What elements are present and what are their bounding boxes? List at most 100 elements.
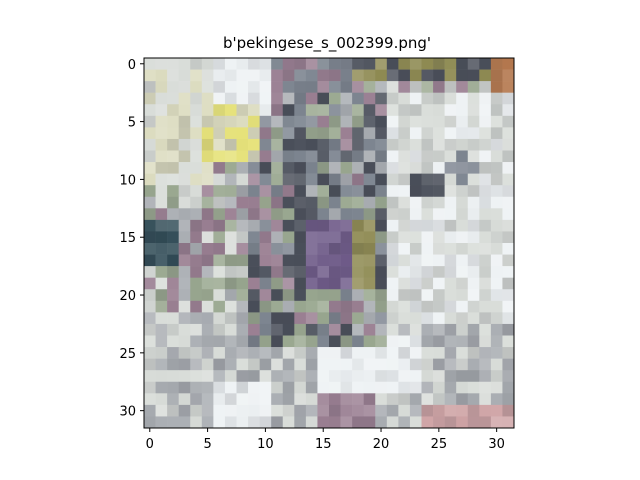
pixel-cell — [224, 208, 237, 221]
pixel-cell — [444, 393, 457, 406]
pixel-cell — [375, 92, 388, 105]
pixel-cell — [236, 323, 249, 336]
pixel-cell — [248, 115, 260, 128]
pixel-cell — [259, 312, 272, 325]
pixel-cell — [271, 254, 284, 267]
pixel-cell — [294, 150, 307, 163]
pixel-cell — [178, 416, 191, 429]
pixel-cell — [178, 277, 191, 290]
pixel-cell — [386, 219, 399, 232]
pixel-cell — [144, 277, 156, 290]
pixel-cell — [305, 416, 318, 429]
pixel-cell — [190, 312, 203, 325]
pixel-cell — [467, 312, 480, 325]
pixel-cell — [386, 185, 399, 198]
pixel-cell — [490, 81, 503, 93]
pixel-cell — [363, 196, 376, 209]
pixel-cell — [259, 358, 272, 371]
pixel-cell — [201, 219, 214, 232]
pixel-cell — [386, 266, 399, 278]
pixel-cell — [329, 312, 341, 325]
pixel-cell — [236, 277, 249, 290]
pixel-cell — [456, 208, 469, 221]
pixel-cell — [490, 393, 503, 406]
pixel-cell — [340, 150, 353, 163]
pixel-cell — [248, 300, 260, 313]
pixel-cell — [236, 81, 249, 93]
pixel-cell — [352, 162, 364, 174]
pixel-cell — [398, 254, 411, 267]
pixel-cell — [421, 277, 434, 290]
pixel-cell — [259, 381, 272, 394]
pixel-cell — [398, 404, 411, 417]
pixel-cell — [421, 300, 434, 313]
pixel-cell — [178, 92, 191, 105]
pixel-cell — [329, 323, 341, 336]
pixel-cell — [340, 335, 353, 348]
pixel-cell — [409, 277, 422, 290]
pixel-cell — [236, 219, 249, 232]
pixel-cell — [433, 104, 445, 117]
pixel-cell — [352, 231, 364, 244]
pixel-cell — [144, 58, 156, 70]
pixel-cell — [490, 300, 503, 313]
pixel-cell — [248, 370, 260, 383]
pixel-cell — [421, 266, 434, 278]
pixel-cell — [282, 81, 295, 93]
pixel-cell — [479, 323, 492, 336]
pixel-cell — [433, 370, 445, 383]
pixel-cell — [317, 58, 330, 70]
pixel-cell — [398, 323, 411, 336]
pixel-cell — [386, 312, 399, 325]
pixel-cell — [282, 69, 295, 82]
pixel-cell — [317, 127, 330, 140]
pixel-cell — [502, 335, 515, 348]
pixel-cell — [282, 92, 295, 105]
pixel-cell — [294, 277, 307, 290]
x-tick-label: 20 — [373, 437, 390, 452]
pixel-cell — [178, 358, 191, 371]
pixel-cell — [201, 196, 214, 209]
pixel-cell — [329, 208, 341, 221]
pixel-cell — [294, 162, 307, 174]
pixel-cell — [282, 300, 295, 313]
pixel-cell — [386, 289, 399, 302]
pixel-cell — [456, 393, 469, 406]
pixel-cell — [167, 312, 179, 325]
pixel-cell — [224, 243, 237, 255]
pixel-cell — [305, 277, 318, 290]
pixel-cell — [456, 266, 469, 278]
pixel-cell — [248, 150, 260, 163]
pixel-cell — [271, 266, 284, 278]
pixel-cell — [213, 312, 226, 325]
pixel-cell — [340, 300, 353, 313]
pixel-cell — [479, 92, 492, 105]
pixel-cell — [294, 208, 307, 221]
pixel-cell — [329, 185, 341, 198]
pixel-cell — [259, 69, 272, 82]
pixel-cell — [259, 150, 272, 163]
pixel-cell — [490, 173, 503, 186]
pixel-cell — [259, 300, 272, 313]
pixel-cell — [375, 58, 388, 70]
pixel-cell — [352, 347, 364, 359]
pixel-cell — [409, 219, 422, 232]
pixel-cell — [329, 58, 341, 70]
pixel-cell — [329, 69, 341, 82]
pixel-cell — [236, 58, 249, 70]
pixel-cell — [479, 58, 492, 70]
pixel-cell — [144, 370, 156, 383]
pixel-cell — [294, 312, 307, 325]
pixel-cell — [305, 185, 318, 198]
pixel-cell — [259, 104, 272, 117]
pixel-cell — [213, 266, 226, 278]
pixel-cell — [352, 81, 364, 93]
pixel-cell — [329, 393, 341, 406]
pixel-cell — [248, 277, 260, 290]
pixel-cell — [317, 416, 330, 429]
pixel-cell — [294, 219, 307, 232]
pixel-cell — [490, 370, 503, 383]
pixel-cell — [363, 81, 376, 93]
pixel-cell — [178, 104, 191, 117]
pixel-cell — [213, 277, 226, 290]
